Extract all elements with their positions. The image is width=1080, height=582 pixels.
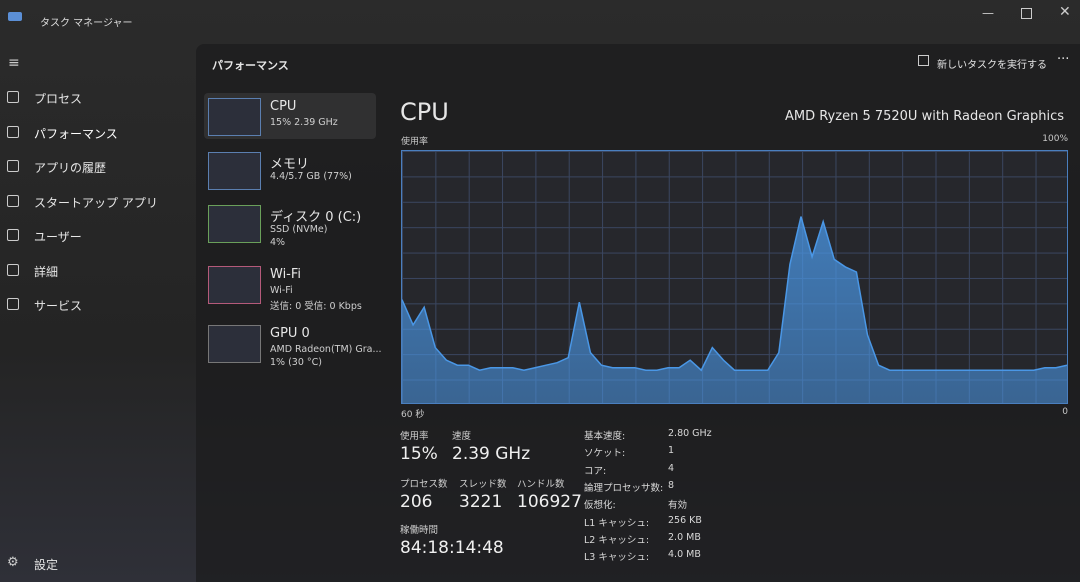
cpu-model: AMD Ryzen 5 7520U with Radeon Graphics: [784, 109, 1064, 124]
device-info: SSD (NVMe): [270, 224, 328, 235]
nav-icon: [7, 298, 19, 310]
settings-icon: ⚙: [7, 555, 19, 570]
spec-label: 基本速度:: [584, 431, 626, 442]
device-name[interactable]: CPU: [270, 99, 297, 114]
more-button[interactable]: ···: [1057, 52, 1070, 67]
cpu-chart: [402, 216, 1067, 403]
stat-label: プロセス数: [400, 479, 448, 490]
y-axis-label: 使用率: [401, 137, 429, 147]
nav-icon: [7, 160, 19, 172]
nav-item[interactable]: ユーザー: [34, 230, 82, 244]
device-thumbnail: [208, 98, 261, 136]
nav-item[interactable]: アプリの履歴: [34, 161, 107, 175]
spec-label: L2 キャッシュ:: [584, 534, 650, 546]
stat-label: スレッド数: [459, 479, 507, 490]
device-info: 送信: 0 受信: 0 Kbps: [270, 301, 362, 312]
maximize-button[interactable]: [1021, 8, 1032, 19]
stat-label: 速度: [452, 431, 472, 442]
settings-link[interactable]: 設定: [34, 558, 59, 572]
minimize-button[interactable]: —: [982, 6, 994, 20]
stat-value: 206: [400, 492, 433, 512]
y-tick-label: 100%: [1042, 134, 1068, 144]
spec-value: 256 KB: [668, 514, 702, 526]
stat-label: ハンドル数: [517, 479, 565, 490]
spec-value: 2.80 GHz: [668, 428, 712, 439]
device-info: AMD Radeon(TM) Gra...: [270, 344, 382, 355]
device-name[interactable]: ディスク 0 (C:): [270, 210, 362, 225]
detail-title: CPU: [400, 98, 449, 126]
spec-value: 1: [668, 445, 675, 457]
spec-value: 8: [668, 479, 675, 491]
nav-item[interactable]: スタートアップ アプリ: [34, 195, 158, 210]
device-info: 4.4/5.7 GB (77%): [270, 171, 352, 182]
device-name[interactable]: メモリ: [270, 157, 310, 172]
nav-item[interactable]: 詳細: [34, 264, 59, 279]
device-name[interactable]: Wi-Fi: [270, 267, 302, 282]
nav-icon: [7, 229, 19, 241]
x-tick-label: 0: [1062, 407, 1068, 417]
plot-area: [401, 150, 1068, 404]
spec-value: 4.0 MB: [668, 549, 701, 561]
menu-button[interactable]: ≡: [8, 55, 20, 71]
spec-value: 4: [668, 462, 675, 474]
spec-value: 2.0 MB: [668, 531, 701, 543]
stat-value: 106927: [517, 492, 582, 512]
nav-item[interactable]: プロセス: [34, 92, 83, 106]
cpu-area: [402, 216, 1067, 403]
device-info: 1% (30 °C): [270, 357, 322, 368]
device-name[interactable]: GPU 0: [270, 326, 310, 341]
stat-label: 稼働時間: [400, 525, 439, 536]
stat-label: 使用率: [400, 431, 429, 442]
spec-value: 有効: [668, 500, 688, 512]
spec-label: L3 キャッシュ:: [584, 552, 650, 564]
device-thumbnail: [208, 152, 261, 190]
device-thumbnail: [208, 205, 261, 243]
nav-item[interactable]: サービス: [34, 299, 83, 313]
device-info: 15% 2.39 GHz: [270, 117, 338, 128]
run-task-icon: [918, 55, 929, 66]
x-tick-label: 60 秒: [401, 410, 425, 420]
app-icon: [8, 12, 22, 21]
nav-icon: [7, 263, 19, 276]
spec-label: ソケット:: [584, 448, 626, 460]
run-task-button[interactable]: 新しいタスクを実行する: [937, 60, 1047, 71]
spec-label: 仮想化:: [584, 500, 616, 512]
nav-icon: [7, 91, 19, 103]
device-thumbnail: [208, 266, 261, 304]
stat-value: 2.39 GHz: [452, 444, 531, 464]
nav-item[interactable]: パフォーマンス: [34, 126, 118, 141]
nav-icon: [7, 125, 19, 138]
device-thumbnail: [208, 325, 261, 363]
page-title: パフォーマンス: [212, 59, 289, 72]
spec-label: コア:: [584, 465, 607, 477]
nav-icon: [7, 194, 19, 207]
stat-value: 84:18:14:48: [400, 538, 504, 558]
stat-value: 3221: [459, 492, 503, 512]
stat-value: 15%: [400, 444, 438, 464]
cpu-line: [402, 216, 1067, 372]
spec-label: 論理プロセッサ数:: [584, 482, 664, 494]
device-info: Wi-Fi: [270, 285, 293, 296]
close-button[interactable]: ✕: [1059, 4, 1071, 20]
window-title: タスク マネージャー: [40, 18, 133, 29]
device-info: 4%: [270, 237, 286, 248]
spec-label: L1 キャッシュ:: [584, 517, 650, 529]
